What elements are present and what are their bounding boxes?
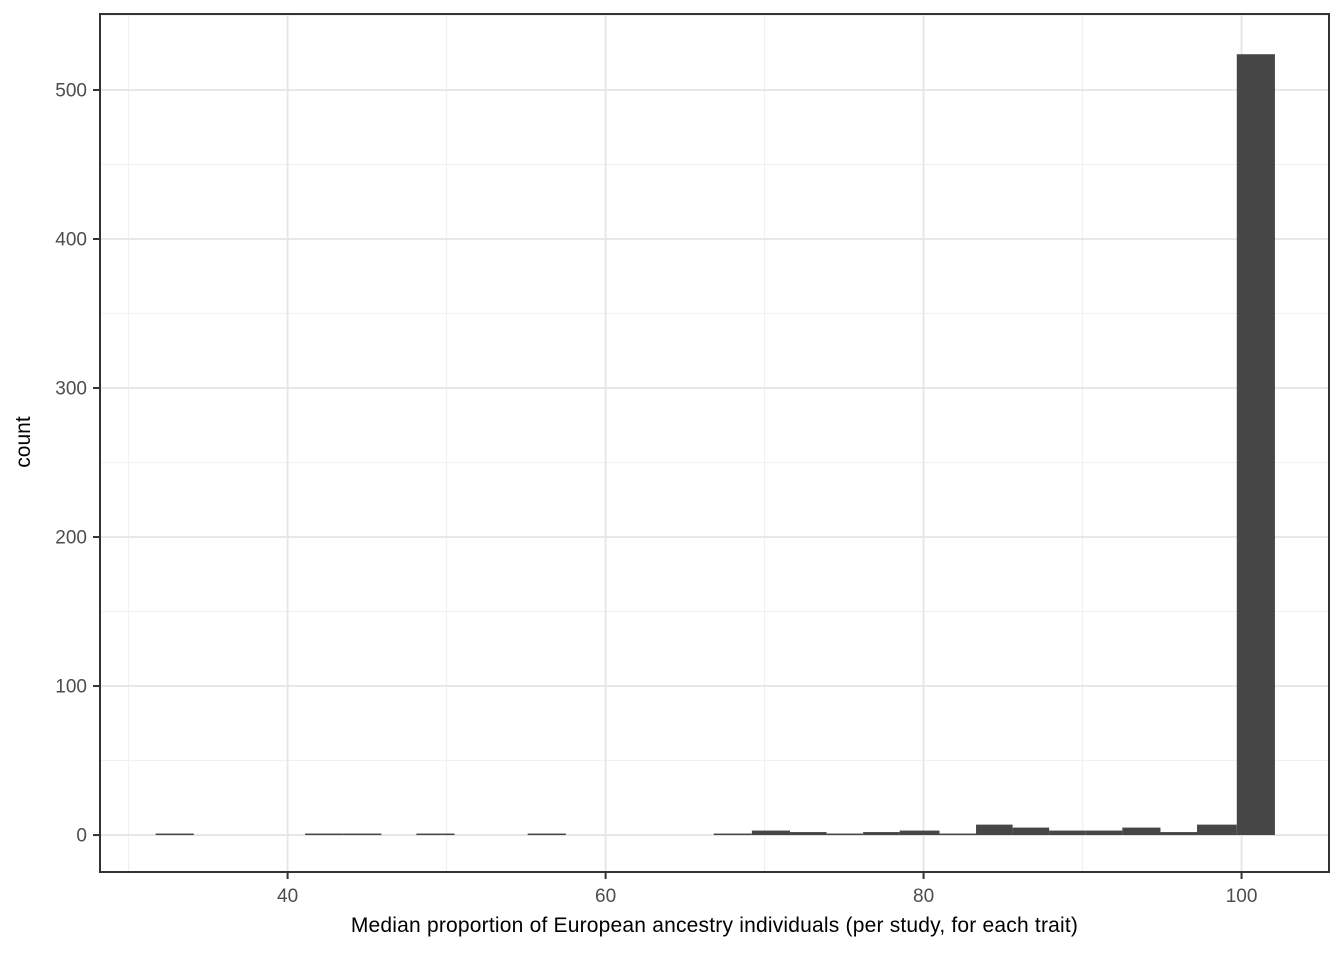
plot-panel — [100, 14, 1329, 872]
histogram-bar — [1122, 827, 1161, 836]
y-tick-label: 0 — [76, 826, 87, 847]
histogram-bar — [1012, 827, 1050, 836]
histogram-bar — [713, 833, 752, 836]
x-tick-label: 60 — [595, 886, 616, 907]
histogram-bar — [826, 833, 864, 836]
x-axis-title: Median proportion of European ancestry i… — [350, 914, 1079, 937]
histogram-bar — [751, 830, 791, 836]
panel-border — [99, 13, 1330, 873]
histogram-bar — [939, 833, 977, 836]
x-tick-label: 100 — [1226, 886, 1258, 907]
histogram-bar — [155, 833, 194, 836]
histogram-bar — [863, 832, 900, 836]
y-tick-label: 100 — [55, 677, 87, 698]
y-axis-title: count — [12, 416, 35, 468]
x-tick-label: 80 — [913, 886, 934, 907]
x-tick-label: 40 — [277, 886, 298, 907]
y-tick-label: 400 — [55, 230, 87, 251]
histogram-bar — [790, 832, 827, 836]
histogram-bar — [1236, 54, 1275, 836]
histogram-bar — [1197, 824, 1237, 836]
histogram-bar — [343, 833, 382, 836]
histogram-bar — [1049, 830, 1086, 836]
y-tick-label: 300 — [55, 379, 87, 400]
histogram-bar — [899, 830, 940, 836]
histogram-bar — [416, 833, 455, 836]
histogram-bar — [976, 824, 1013, 836]
y-tick-label: 200 — [55, 528, 87, 549]
histogram-bar — [1085, 830, 1123, 836]
histogram-bar — [527, 833, 566, 836]
y-tick-label: 500 — [55, 80, 87, 101]
histogram-bar — [305, 833, 344, 836]
histogram-bar — [1160, 832, 1198, 836]
